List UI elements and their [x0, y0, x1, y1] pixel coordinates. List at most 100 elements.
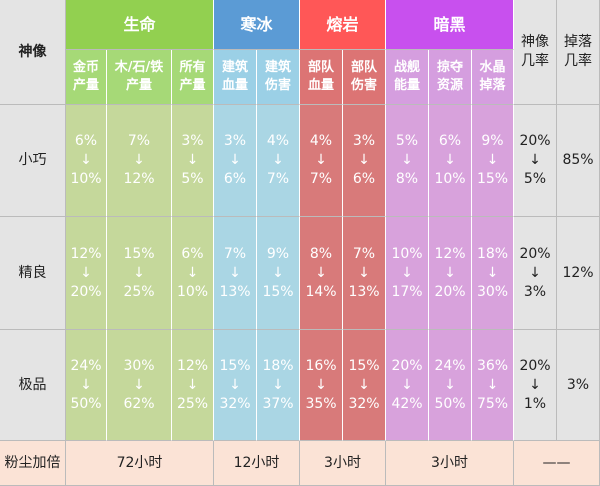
header-cell: 神像 — [0, 0, 66, 105]
from-value: 7% — [352, 245, 376, 262]
arrow — [401, 151, 413, 170]
from-value: 18% — [476, 245, 509, 262]
from-value: 20% — [519, 357, 551, 374]
from-value: 3% — [352, 133, 376, 149]
value-cell: 8% 14% — [300, 217, 343, 330]
arrow — [272, 376, 284, 395]
from-value: 20% — [519, 133, 551, 149]
from-value: 4% — [309, 133, 333, 149]
to-value: 13% — [348, 283, 380, 300]
from-value: 6% — [74, 133, 98, 149]
value-cell: 15% 32% — [343, 330, 386, 441]
group-name: 生命 — [123, 15, 156, 34]
from-value: 15% — [123, 245, 155, 262]
value-cell: 24% 50% — [429, 330, 472, 441]
to-value: 12% — [123, 171, 155, 187]
value-cell: 3% 5% — [172, 105, 214, 217]
to-value: 6% — [352, 171, 376, 187]
group-name: 寒冰 — [240, 15, 273, 34]
arrow — [529, 376, 541, 395]
arrow — [358, 376, 370, 395]
arrow — [229, 264, 241, 283]
column-header: 掠夺 资源 — [429, 50, 472, 105]
row-name: 精良 — [18, 264, 47, 281]
value-cell: 3% 6% — [214, 105, 257, 217]
column-header: 部队 伤害 — [343, 50, 386, 105]
god-rate-cell: 20% 1% — [514, 330, 557, 441]
from-value: 4% — [266, 133, 290, 149]
to-value: 8% — [395, 171, 419, 187]
to-value: 10% — [434, 171, 466, 187]
to-value: 32% — [348, 395, 380, 412]
arrow — [187, 151, 199, 170]
drop-rate: 12% — [562, 264, 594, 281]
arrow — [315, 264, 327, 283]
value-cell: 15% 25% — [107, 217, 172, 330]
to-value: 3% — [523, 283, 547, 300]
column-name: 金币 产量 — [72, 60, 99, 93]
column-header: 金币 产量 — [66, 50, 107, 105]
value-cell: 6% 10% — [172, 217, 214, 330]
arrow — [444, 376, 456, 395]
value-cell: 6% 10% — [429, 105, 472, 217]
to-value: 50% — [434, 395, 466, 412]
from-value: 36% — [476, 357, 509, 374]
drop-rate-cell: 3% — [557, 330, 600, 441]
to-value: 62% — [123, 395, 155, 412]
value-cell: 12% 20% — [429, 217, 472, 330]
from-value: 7% — [127, 133, 151, 149]
value-cell: 4% 7% — [300, 105, 343, 217]
arrow — [229, 151, 241, 170]
arrow — [187, 376, 199, 395]
column-header: 木/石/铁 产量 — [107, 50, 172, 105]
value-cell: 16% 35% — [300, 330, 343, 441]
to-value: 6% — [223, 171, 247, 187]
to-value: 50% — [70, 395, 102, 412]
arrow — [187, 264, 199, 283]
drop-rate: 85% — [562, 152, 594, 168]
to-value: 1% — [523, 395, 547, 412]
to-value: 15% — [476, 171, 509, 187]
arrow — [133, 264, 145, 283]
arrow — [401, 376, 413, 395]
to-value: 14% — [305, 283, 337, 300]
arrow — [444, 151, 456, 170]
value-cell: 4% 7% — [257, 105, 300, 217]
column-name: 水晶 掉落 — [479, 60, 506, 93]
from-value: 16% — [305, 357, 337, 374]
column-header: 战舰 能量 — [386, 50, 429, 105]
from-value: 6% — [181, 245, 204, 262]
from-value: 12% — [434, 245, 466, 262]
drop-rate-cell: 85% — [557, 105, 600, 217]
god-rate-header: 神像 几率 — [521, 34, 549, 69]
from-value: 12% — [70, 245, 102, 262]
to-value: 75% — [476, 395, 509, 412]
from-value: 8% — [309, 245, 333, 262]
row-name: 极品 — [18, 376, 47, 393]
from-value: 6% — [438, 133, 462, 149]
footer-cell: 3小时 — [300, 441, 386, 486]
from-value: 12% — [176, 357, 209, 374]
to-value: 15% — [262, 283, 294, 300]
value-cell: 15% 32% — [214, 330, 257, 441]
from-value: 10% — [391, 245, 423, 262]
value-cell: 36% 75% — [472, 330, 514, 441]
from-value: 20% — [519, 245, 551, 262]
drop-rate-cell: 12% — [557, 217, 600, 330]
to-value: 5% — [181, 171, 204, 187]
to-value: 17% — [391, 283, 423, 300]
arrow — [133, 376, 145, 395]
footer-value: 12小时 — [233, 454, 280, 471]
group-header: 生命 — [66, 0, 214, 50]
footer-label-text: 粉尘加倍 — [4, 454, 61, 471]
from-value: 18% — [262, 357, 294, 374]
value-cell: 12% 25% — [172, 330, 214, 441]
to-value: 35% — [305, 395, 337, 412]
value-cell: 20% 42% — [386, 330, 429, 441]
column-name: 部队 伤害 — [350, 60, 377, 93]
arrow — [487, 151, 499, 170]
value-cell: 30% 62% — [107, 330, 172, 441]
column-header: 水晶 掉落 — [472, 50, 514, 105]
to-value: 20% — [70, 283, 102, 300]
arrow — [487, 376, 499, 395]
